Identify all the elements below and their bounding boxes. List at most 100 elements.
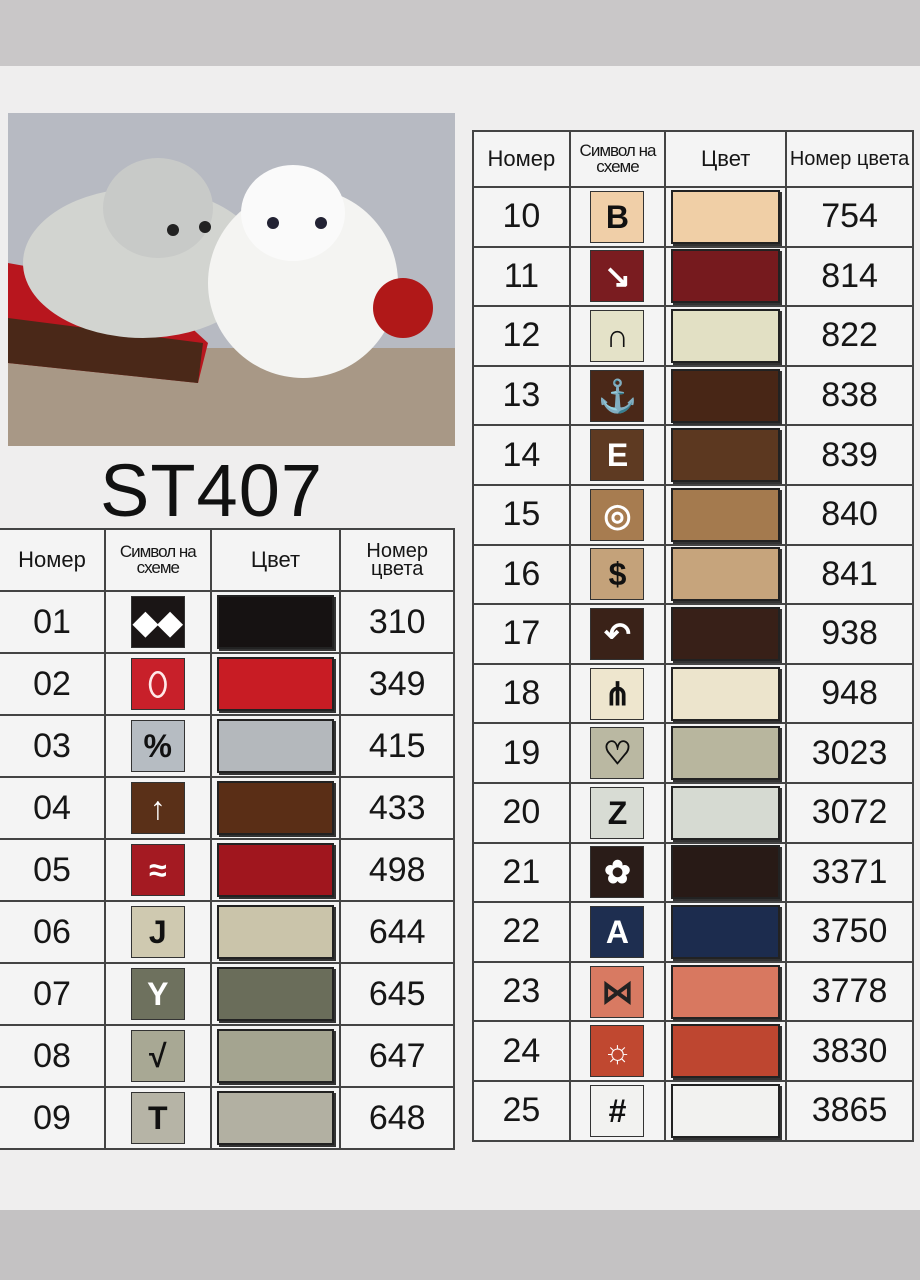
color-swatch [217, 657, 334, 711]
row-number: 08 [0, 1024, 106, 1088]
symbol-icon: ∩ [590, 309, 645, 362]
symbol-icon: # [590, 1084, 645, 1137]
symbol-cell: ☼ [568, 1020, 667, 1082]
table-row: 16 $ 841 [472, 543, 914, 606]
cats-pattern-preview [8, 113, 455, 446]
color-cell [664, 305, 788, 367]
color-swatch [671, 487, 780, 542]
color-cell [209, 776, 342, 840]
symbol-cell: ⬯ [103, 652, 212, 716]
color-code: 840 [785, 483, 914, 546]
row-number: 12 [472, 305, 571, 367]
table-row: 21 ✿ 3371 [472, 841, 914, 904]
color-cell [209, 900, 342, 964]
symbol-icon: ⬯ [130, 658, 185, 710]
color-swatch [217, 1091, 334, 1145]
color-code: 938 [785, 603, 914, 665]
color-code: 3023 [785, 722, 914, 784]
table-row: 08 √ 647 [0, 1024, 455, 1088]
symbol-cell: ✿ [568, 841, 667, 904]
table-row: 20 Z 3072 [472, 781, 914, 844]
row-number: 13 [472, 364, 571, 427]
table-row: 14 E 839 [472, 424, 914, 486]
table-row: 18 ⋔ 948 [472, 662, 914, 725]
color-swatch [671, 606, 780, 661]
color-cell [664, 781, 788, 844]
color-cell [664, 662, 788, 725]
symbol-cell: B [568, 186, 667, 248]
color-swatch [671, 666, 780, 721]
color-code: 841 [785, 543, 914, 606]
row-number: 01 [0, 590, 106, 654]
color-swatch [671, 845, 780, 900]
symbol-icon: ↘ [590, 250, 645, 303]
row-number: 19 [472, 722, 571, 784]
color-swatch [217, 781, 334, 835]
row-number: 07 [0, 962, 106, 1026]
header-code: Номер цвета [785, 130, 914, 188]
symbol-cell: ⚓ [568, 364, 667, 427]
row-number: 23 [472, 960, 571, 1023]
symbol-icon: √ [130, 1030, 185, 1082]
symbol-icon: ⚓ [590, 369, 645, 422]
color-code: 948 [785, 662, 914, 725]
symbol-icon: ↑ [130, 782, 185, 834]
table-row: 11 ↘ 814 [472, 245, 914, 308]
symbol-cell: ↶ [568, 603, 667, 665]
color-code: 498 [339, 838, 455, 902]
row-number: 05 [0, 838, 106, 902]
table-row: 03 % 415 [0, 714, 455, 778]
table-row: 17 ↶ 938 [472, 603, 914, 665]
table-row: 04 ↑ 433 [0, 776, 455, 840]
symbol-icon: T [130, 1092, 185, 1144]
table-row: 24 ☼ 3830 [472, 1020, 914, 1082]
table-row: 06 J 644 [0, 900, 455, 964]
color-cell [664, 543, 788, 606]
color-code: 415 [339, 714, 455, 778]
color-cell [209, 590, 342, 654]
symbol-cell: ≈ [103, 838, 212, 902]
color-cell [664, 722, 788, 784]
color-key-table-right: Номер Символ на схеме Цвет Номер цвета 1… [472, 130, 914, 1142]
table-row: 23 ⋈ 3778 [472, 960, 914, 1023]
table-row: 01 ◆◆ 310 [0, 590, 455, 654]
color-key-table-left: Номер Символ на схеме Цвет Номер цвета 0… [0, 528, 455, 1150]
symbol-icon: Y [130, 968, 185, 1020]
color-code: 838 [785, 364, 914, 427]
color-swatch [217, 595, 334, 649]
color-cell [209, 714, 342, 778]
symbol-icon: ✿ [590, 846, 645, 899]
symbol-icon: ⋈ [590, 965, 645, 1018]
color-swatch [671, 785, 780, 840]
symbol-cell: ↑ [103, 776, 212, 840]
symbol-icon: ⋔ [590, 667, 645, 720]
row-number: 20 [472, 781, 571, 844]
color-code: 839 [785, 424, 914, 486]
color-code: 647 [339, 1024, 455, 1088]
color-swatch [217, 719, 334, 773]
row-number: 06 [0, 900, 106, 964]
symbol-icon: ◎ [590, 488, 645, 541]
color-swatch [671, 189, 780, 244]
color-code: 814 [785, 245, 914, 308]
symbol-cell: # [568, 1079, 667, 1142]
row-number: 24 [472, 1020, 571, 1082]
symbol-icon: ♡ [590, 727, 645, 780]
color-swatch [671, 904, 780, 959]
color-cell [664, 424, 788, 486]
table-row: 19 ♡ 3023 [472, 722, 914, 784]
symbol-icon: ☼ [590, 1025, 645, 1078]
symbol-icon: B [590, 190, 645, 243]
symbol-cell: $ [568, 543, 667, 606]
symbol-cell: A [568, 901, 667, 963]
row-number: 02 [0, 652, 106, 716]
color-code: 433 [339, 776, 455, 840]
symbol-cell: √ [103, 1024, 212, 1088]
symbol-icon: J [130, 906, 185, 958]
row-number: 18 [472, 662, 571, 725]
color-code: 3750 [785, 901, 914, 963]
symbol-icon: $ [590, 548, 645, 601]
symbol-cell: % [103, 714, 212, 778]
symbol-cell: T [103, 1086, 212, 1150]
symbol-cell: Z [568, 781, 667, 844]
